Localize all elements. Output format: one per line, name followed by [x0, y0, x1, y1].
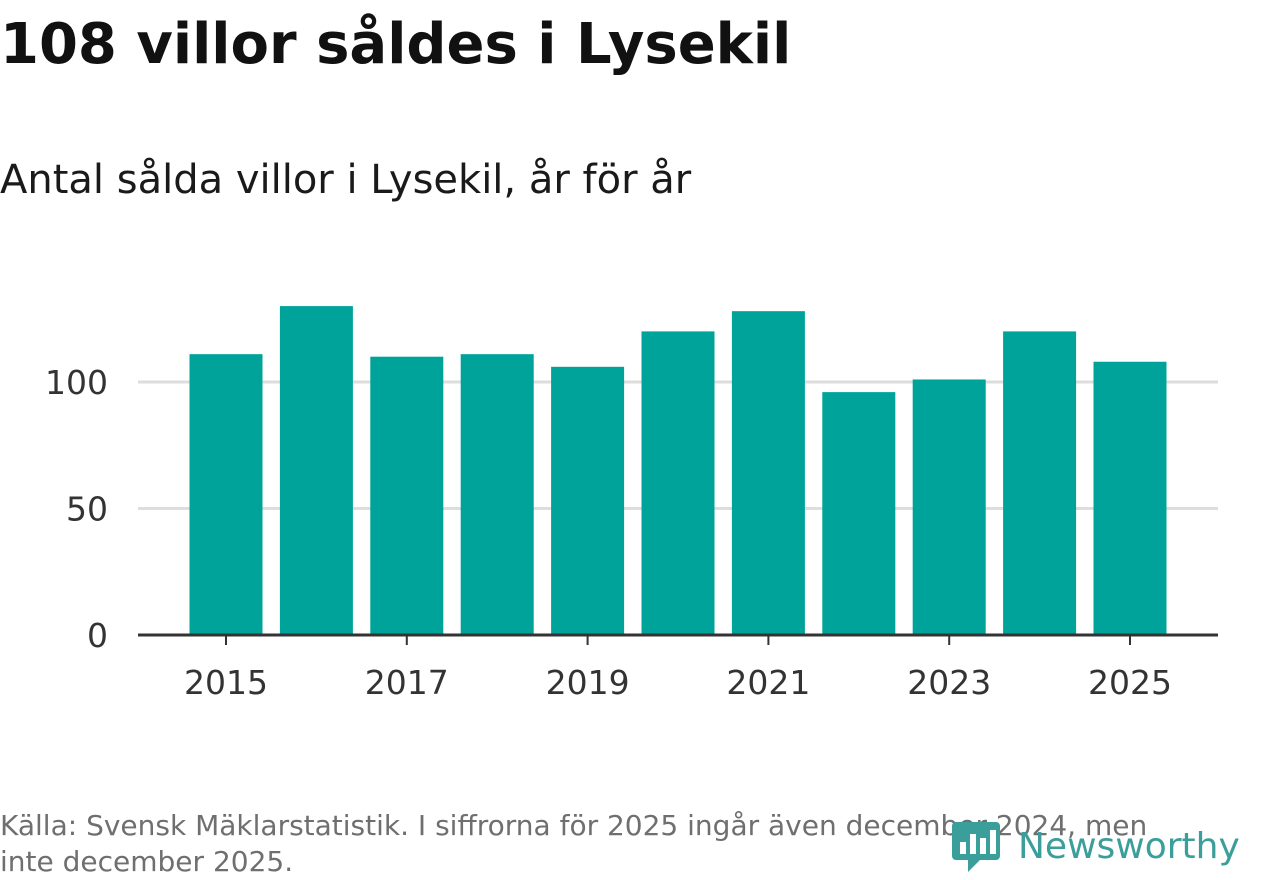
bar [822, 392, 896, 635]
bars [189, 306, 1167, 635]
x-tick-label: 2025 [1088, 663, 1172, 702]
x-tick-label: 2017 [365, 663, 449, 702]
x-tick-label: 2019 [546, 663, 630, 702]
y-tick-label: 100 [45, 363, 108, 402]
bar-chart: 0 50 100 2015 2017 2019 2021 2023 2025 [45, 306, 1218, 702]
x-tick-label: 2015 [184, 663, 268, 702]
x-tick-label: 2021 [726, 663, 810, 702]
bar [189, 354, 263, 635]
brand-logo[interactable]: Newsworthy [950, 818, 1240, 874]
chart-subtitle: Antal sålda villor i Lysekil, år för år [0, 157, 692, 203]
y-tick-label: 50 [66, 490, 108, 529]
brand-name: Newsworthy [1018, 825, 1240, 867]
bar [370, 356, 444, 635]
bar [460, 354, 534, 635]
bar [279, 306, 353, 635]
bar [731, 311, 805, 635]
newsworthy-logo-icon [952, 822, 1000, 872]
chart-title: 108 villor såldes i Lysekil [0, 12, 792, 77]
bar [1003, 331, 1077, 635]
axes: 0 50 100 2015 2017 2019 2021 2023 2025 [45, 363, 1218, 702]
x-tick-label: 2023 [907, 663, 991, 702]
bar [1093, 361, 1167, 635]
bar [641, 331, 715, 635]
bar [912, 379, 986, 635]
bar [551, 366, 625, 635]
y-tick-label: 0 [87, 616, 108, 655]
